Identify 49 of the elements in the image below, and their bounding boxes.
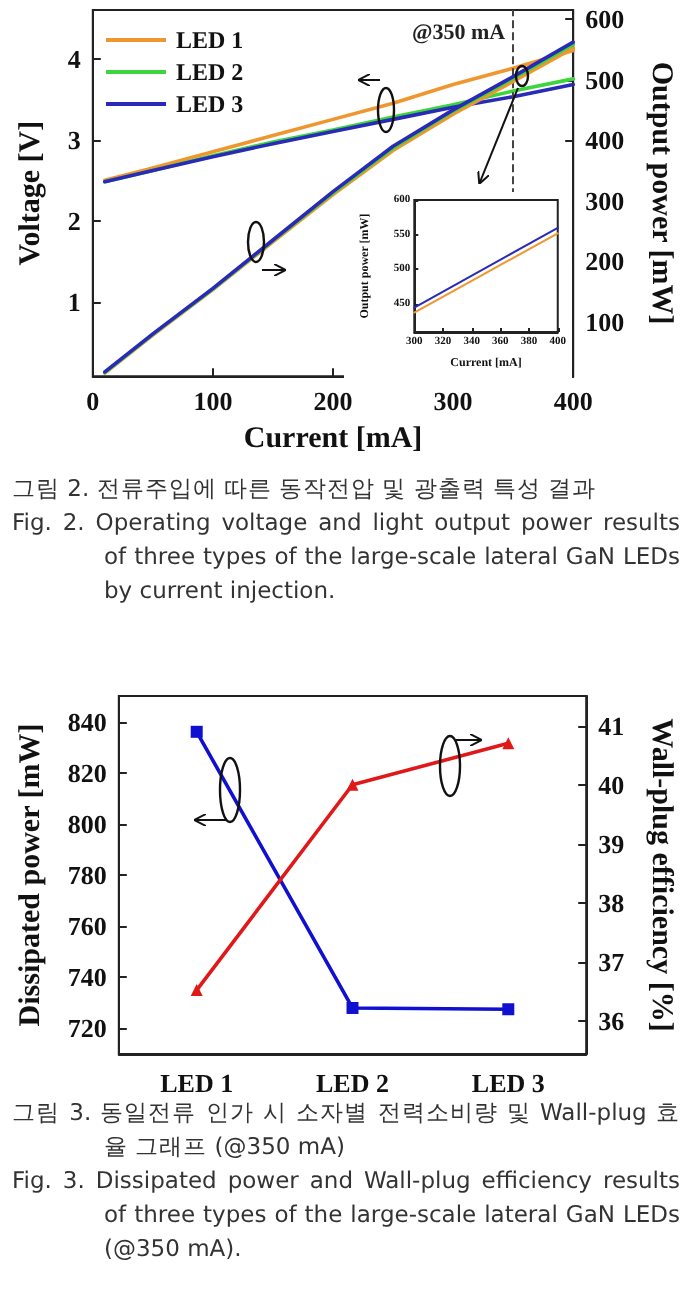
y2-axis-title: Wall-plug efficiency [%] <box>645 718 677 1032</box>
y2-tick-label: 38 <box>598 888 626 919</box>
x-tick-label: 300 <box>433 386 473 417</box>
point <box>346 1001 359 1014</box>
x-tick-label: LED 1 <box>160 1068 234 1098</box>
y-tick-label: 820 <box>67 757 107 788</box>
y2-tick-label: 200 <box>585 246 625 277</box>
y-tick-label: 3 <box>67 124 82 155</box>
y2-tick-label: 39 <box>598 828 626 859</box>
y-axis-title: Voltage [V] <box>15 120 47 266</box>
y-tick-label: 4 <box>67 43 82 74</box>
x-tick-label: 0 <box>86 386 100 417</box>
x-tick-label: 100 <box>193 386 233 417</box>
point <box>190 984 203 997</box>
y2-tick-label: 41 <box>598 710 625 741</box>
point <box>502 1003 515 1016</box>
point <box>502 737 515 750</box>
y-tick-label: 840 <box>67 706 107 737</box>
caption: Fig. 2. Operating voltage and light output power results of three types of the large-scale lateral GaN LEDs by current injection. <box>12 506 680 608</box>
legend-label: LED 3 <box>176 90 244 118</box>
point <box>346 778 359 791</box>
legend-label: LED 2 <box>176 58 244 86</box>
caption: Fig. 3. Dissipated power and Wall-plug efficiency results of three types of the large-scale lateral GaN LEDs (@350 mA). <box>12 1164 680 1266</box>
x-tick-label: 400 <box>553 386 593 417</box>
y-tick-label: 720 <box>67 1013 107 1044</box>
x-tick-label: 200 <box>313 386 353 417</box>
point <box>190 725 203 738</box>
x-axis-title: Current [mA] <box>243 423 423 455</box>
y2-axis-title: Output power [mW] <box>645 61 677 325</box>
y-tick-label: 2 <box>67 205 81 236</box>
x-tick-label: LED 3 <box>471 1068 546 1098</box>
y2-tick-label: 500 <box>585 64 625 95</box>
y-tick-label: 780 <box>67 860 107 890</box>
y2-tick-label: 400 <box>585 125 625 156</box>
y2-tick-label: 36 <box>598 1006 626 1037</box>
caption: 그림 2. 전류주입에 따른 동작전압 및 광출력 특성 결과 <box>12 472 599 506</box>
x-tick-label: LED 2 <box>316 1068 389 1098</box>
y2-tick-label: 37 <box>598 947 626 978</box>
y2-tick-label: 300 <box>585 185 625 216</box>
y-tick-label: 1 <box>67 286 81 317</box>
y2-tick-label: 600 <box>585 4 625 35</box>
y-axis-title: Dissipated power [mW] <box>15 723 47 1027</box>
y2-tick-label: 40 <box>598 769 625 800</box>
y-tick-label: 800 <box>67 808 107 839</box>
legend-label: LED 1 <box>176 26 244 54</box>
y-tick-label: 760 <box>67 911 107 942</box>
y-tick-label: 740 <box>67 962 107 993</box>
ref-line-label: @350 mA <box>411 21 506 45</box>
caption: 그림 3. 동일전류 인가 시 소자별 전력소비량 및 Wall-plug 효율 그래프 (@350 mA) <box>12 1096 680 1164</box>
